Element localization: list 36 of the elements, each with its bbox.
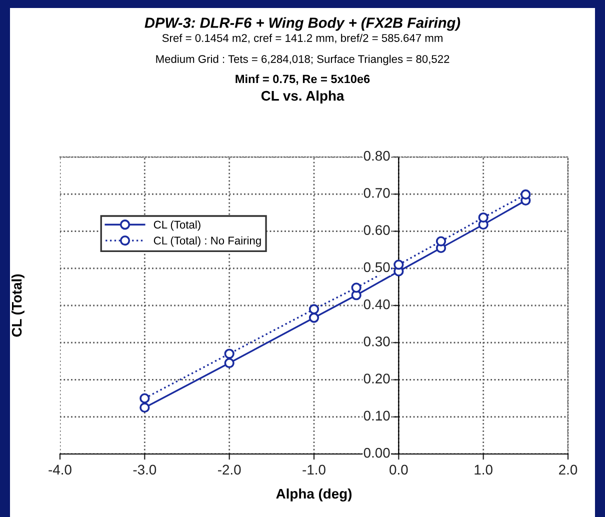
x-tick-label: 2.0 (559, 464, 578, 475)
y-tick-label: 0.00 (364, 448, 390, 458)
y-tick-label: 0.50 (364, 262, 390, 272)
x-tick-label: -2.0 (218, 464, 241, 475)
point (520, 189, 531, 200)
x-tick-label: -4.0 (48, 464, 72, 475)
y-axis-title: CL (Total) (11, 274, 24, 337)
chart-subtitle: Sref = 0.1454 m2, cref = 141.2 mm, bref/2 = 585.647 mm (162, 34, 442, 44)
point (478, 212, 488, 223)
point (224, 348, 234, 359)
y-tick-label: 0.10 (364, 410, 390, 421)
text: Minf = 0.75, Re = 5x10e6 (236, 74, 370, 85)
x-tick-label: -3.0 (133, 464, 156, 475)
y-tick-label: 0.30 (364, 336, 390, 346)
point (224, 358, 234, 368)
point (308, 304, 320, 314)
legend-label: CL (Total) (154, 220, 200, 231)
x-tick-label: -1.0 (302, 464, 326, 475)
point (308, 312, 320, 323)
y-tick-label: 0.70 (364, 188, 390, 198)
point (140, 402, 150, 413)
x-tick-label: 1.0 (474, 464, 492, 475)
text: CL vs. Alpha (261, 90, 344, 104)
y-tick-label: 0.40 (364, 299, 390, 310)
x-axis-title: Alpha (deg) (276, 488, 352, 502)
text: Medium Grid : Tets = 6,284,018; Surface Triangles = 80,522 (156, 54, 450, 66)
point (436, 236, 446, 246)
y-tick-label: 0.80 (364, 150, 390, 161)
point (140, 393, 150, 404)
y-tick-label: 0.20 (364, 374, 390, 384)
chart-title: DPW-3: DLR-F6 + Wing Body + (FX2B Fairing) (144, 17, 460, 31)
x-tick-label: 0.0 (390, 464, 408, 475)
point (394, 260, 404, 270)
point (351, 282, 362, 293)
y-tick-label: 0.60 (364, 225, 390, 235)
legend-label: CL (Total) : No Fairing (154, 236, 261, 247)
